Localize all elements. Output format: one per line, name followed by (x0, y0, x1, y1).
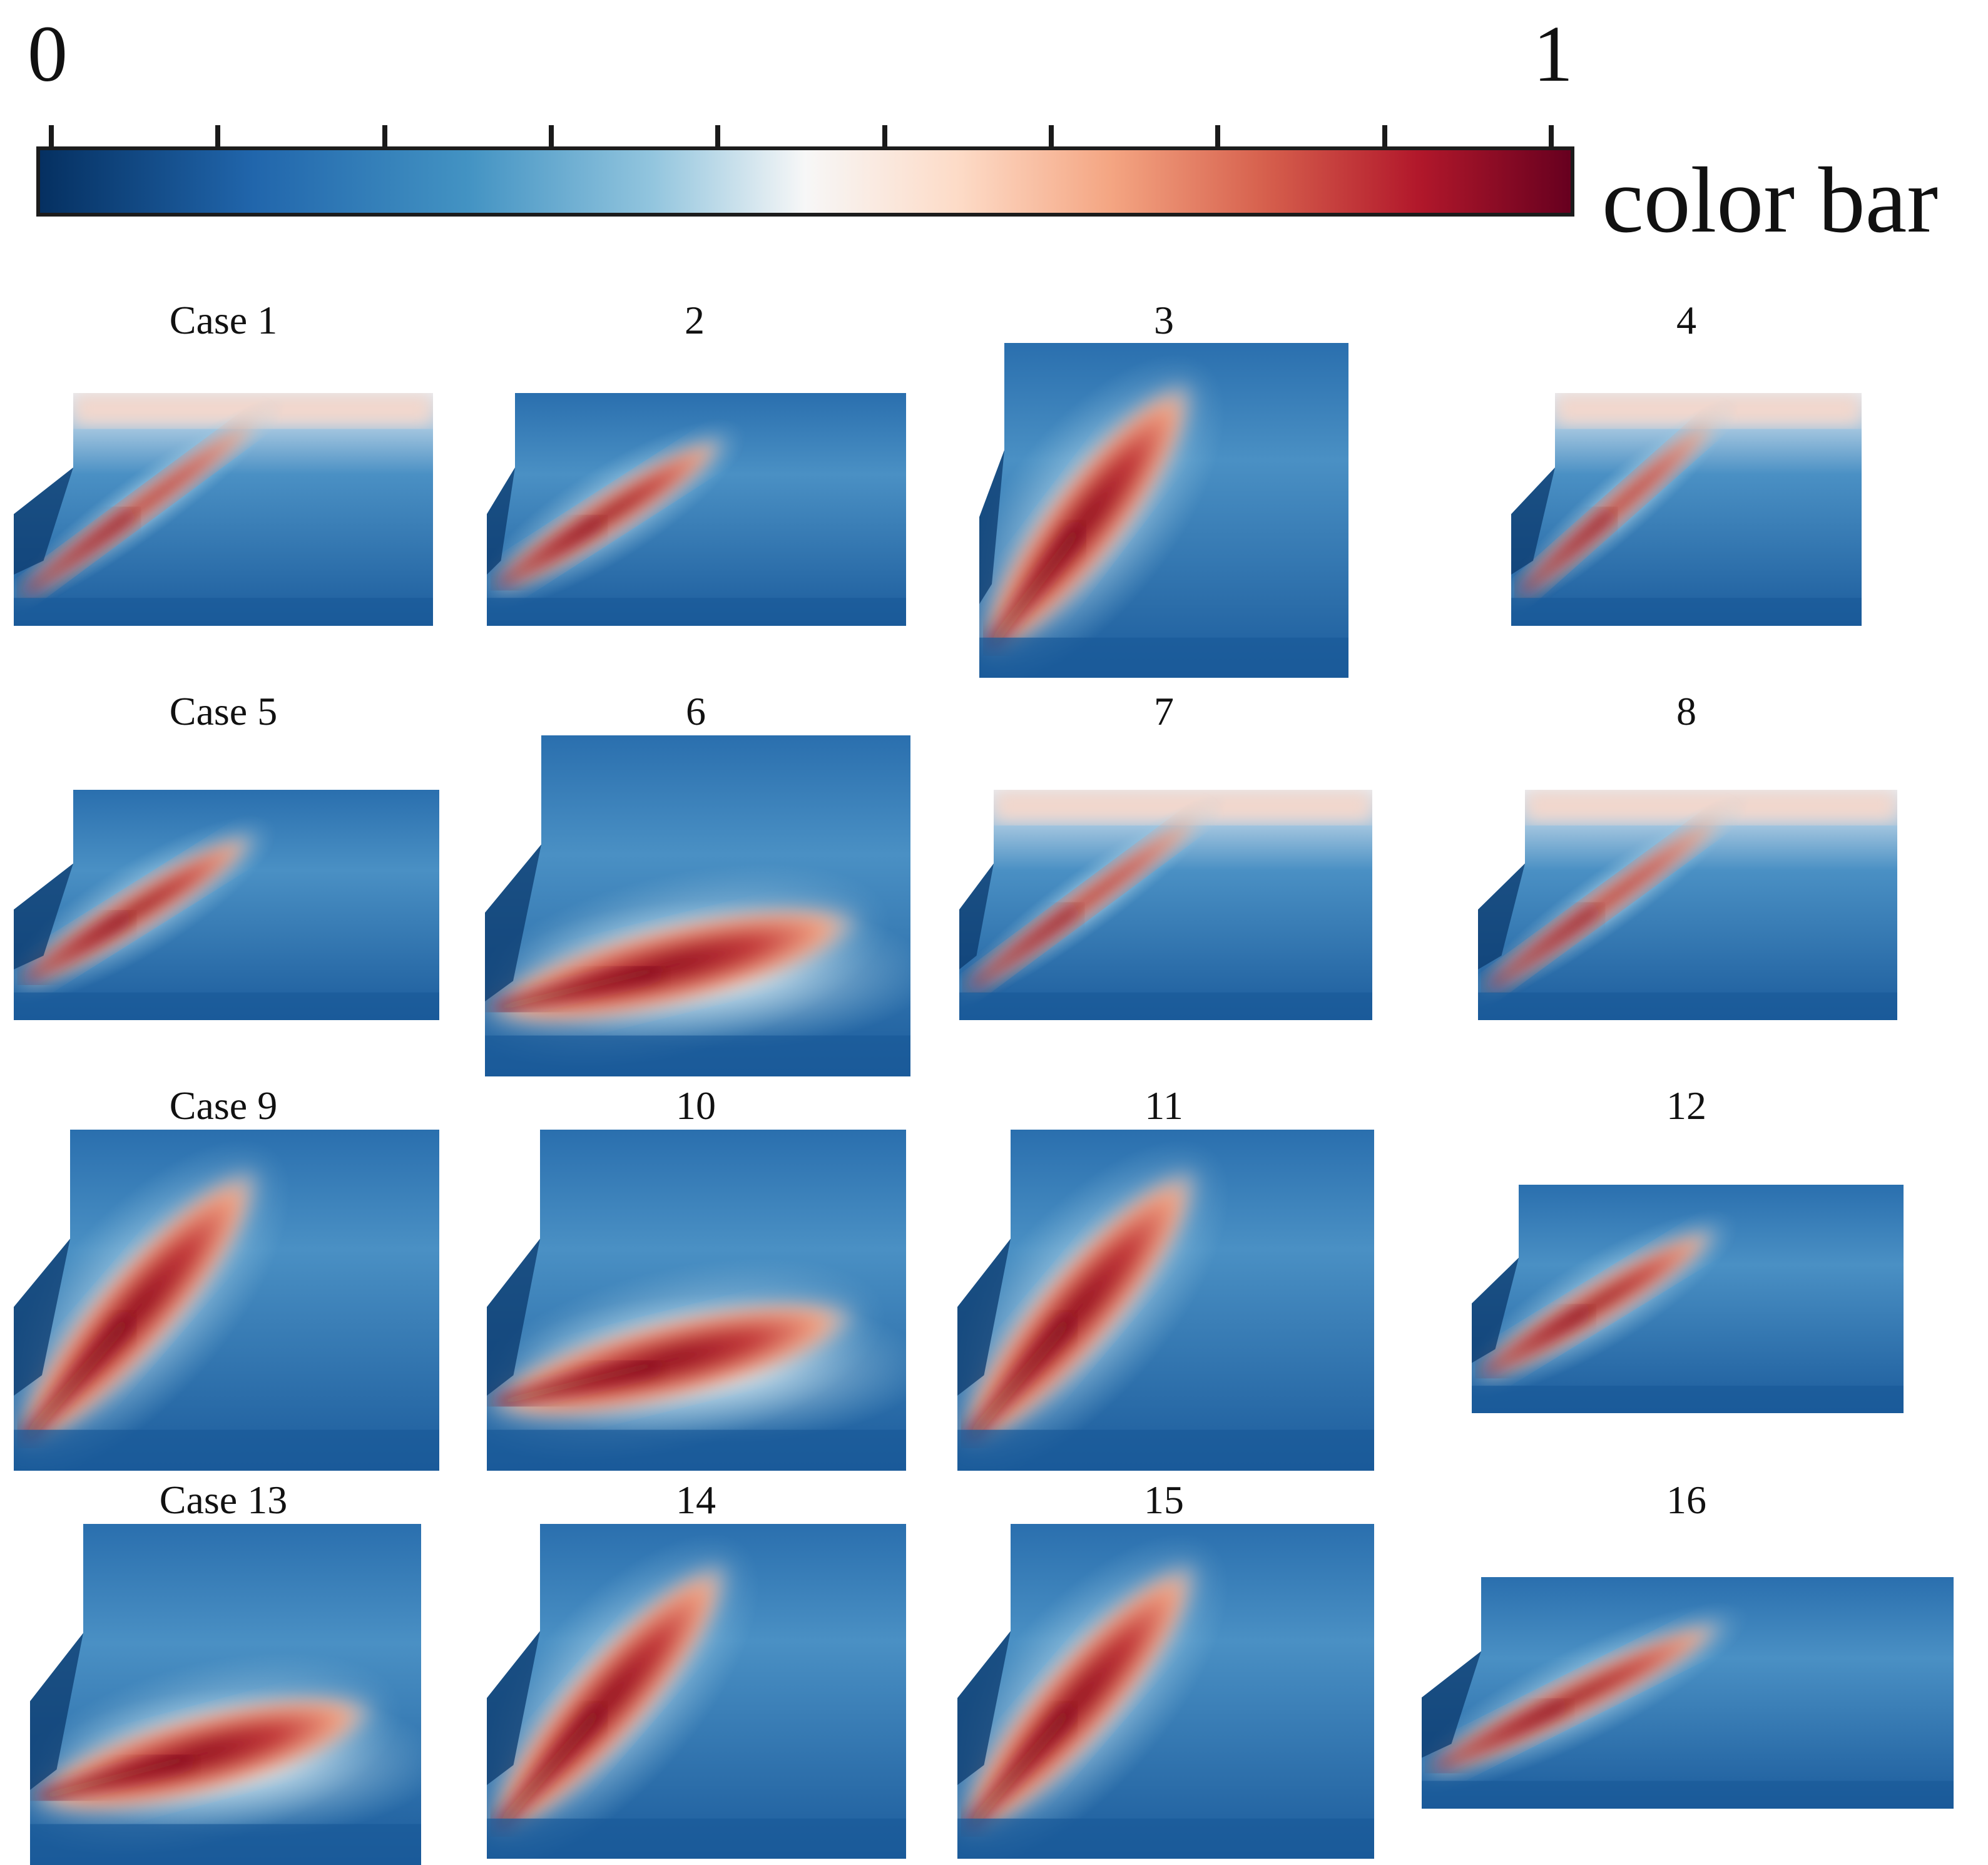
case-field-panel (1511, 393, 1862, 626)
colorbar-tick (1549, 125, 1554, 150)
case-field-panel (487, 1524, 906, 1859)
colorbar-tick (882, 125, 887, 150)
field-contour (485, 735, 910, 1076)
case-field-panel (14, 790, 439, 1020)
colorbar-tick (549, 125, 554, 150)
field-contour (14, 790, 439, 1020)
case-field-panel (959, 790, 1372, 1020)
case-title: 14 (676, 1478, 716, 1522)
case-title: 11 (1144, 1083, 1183, 1128)
case-field-panel (1422, 1577, 1954, 1809)
case-title: 6 (686, 689, 706, 733)
case-title: Case 1 (169, 298, 278, 342)
field-contour (1472, 1185, 1904, 1413)
field-contour (957, 1130, 1374, 1471)
case-field-panel (487, 1130, 906, 1471)
case-field-panel (1478, 790, 1897, 1020)
case-field-panel (957, 1130, 1374, 1471)
field-contour (1422, 1577, 1954, 1809)
case-field-panel (957, 1524, 1374, 1859)
case-title: 16 (1666, 1478, 1706, 1522)
case-field-panel (487, 393, 906, 626)
case-title: 2 (685, 298, 705, 342)
field-contour (979, 343, 1348, 678)
colorbar-tick (1049, 125, 1054, 150)
colorbar-max-label: 1 (1533, 9, 1573, 98)
colorbar-tick (715, 125, 721, 150)
field-contour (14, 1130, 439, 1471)
field-contour (487, 393, 906, 626)
case-title: Case 13 (159, 1478, 288, 1522)
case-field-panel (979, 343, 1348, 678)
case-title: 12 (1666, 1083, 1706, 1128)
field-contour (959, 790, 1372, 1020)
colorbar-tick (215, 125, 221, 150)
field-contour (487, 1130, 906, 1471)
colorbar-title: color bar (1602, 148, 1939, 252)
case-title: Case 5 (169, 689, 278, 733)
case-title: 3 (1154, 298, 1174, 342)
colorbar-tick (1215, 125, 1221, 150)
case-title: 15 (1144, 1478, 1184, 1522)
colorbar-min-label: 0 (28, 9, 68, 98)
case-field-panel (14, 393, 433, 626)
field-contour (30, 1524, 421, 1865)
case-field-panel (30, 1524, 421, 1865)
case-field-panel (14, 1130, 439, 1471)
case-title: 4 (1676, 298, 1696, 342)
case-title: 10 (676, 1083, 716, 1128)
colorbar-tick (382, 125, 387, 150)
case-title: 8 (1676, 689, 1696, 733)
field-contour (14, 393, 433, 626)
field-contour (1511, 393, 1862, 626)
field-contour (487, 1524, 906, 1859)
case-title: Case 9 (169, 1083, 278, 1128)
colorbar-gradient (36, 146, 1574, 217)
field-contour (957, 1524, 1374, 1859)
colorbar-ticks (49, 125, 1554, 150)
colorbar-tick (49, 125, 54, 150)
case-field-panel (1472, 1185, 1904, 1413)
case-title: 7 (1154, 689, 1174, 733)
field-contour (1478, 790, 1897, 1020)
colorbar-tick (1382, 125, 1387, 150)
case-field-panel (485, 735, 910, 1076)
